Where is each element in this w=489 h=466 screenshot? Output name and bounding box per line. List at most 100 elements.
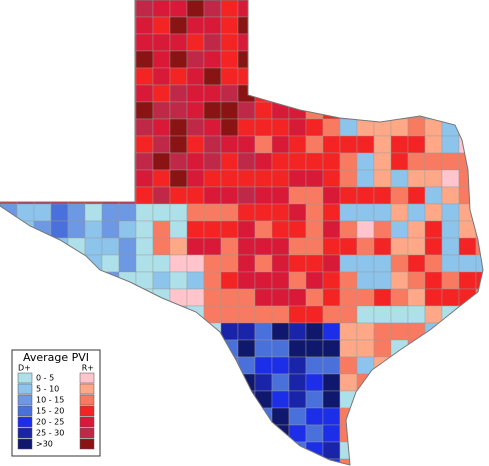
county: [101, 339, 120, 358]
county: [135, 424, 154, 443]
county: [135, 407, 154, 426]
county: [135, 118, 154, 137]
county: [237, 118, 256, 137]
county: [407, 458, 426, 465]
county: [475, 390, 483, 409]
county: [356, 458, 375, 465]
county: [305, 237, 324, 256]
county: [118, 305, 137, 324]
county: [322, 441, 341, 460]
county: [152, 458, 171, 465]
county: [271, 186, 290, 205]
county: [339, 373, 358, 392]
county: [390, 390, 409, 409]
county: [67, 135, 86, 154]
county: [135, 356, 154, 375]
county: [356, 407, 375, 426]
county: [101, 101, 120, 120]
county: [271, 50, 290, 69]
county: [220, 33, 239, 52]
county: [390, 407, 409, 426]
county: [458, 390, 477, 409]
county: [475, 101, 483, 120]
county: [424, 356, 443, 375]
county: [152, 203, 171, 222]
county: [84, 84, 103, 103]
county: [0, 322, 18, 341]
county: [475, 50, 483, 69]
county: [322, 203, 341, 222]
county: [441, 203, 460, 222]
county: [458, 118, 477, 137]
county: [50, 118, 69, 137]
county: [424, 390, 443, 409]
county: [84, 50, 103, 69]
county: [339, 271, 358, 290]
county: [458, 67, 477, 86]
county: [203, 152, 222, 171]
county: [322, 339, 341, 358]
county: [169, 407, 188, 426]
county: [475, 373, 483, 392]
county: [407, 322, 426, 341]
county: [390, 101, 409, 120]
county: [84, 33, 103, 52]
county: [373, 237, 392, 256]
county: [424, 424, 443, 443]
county: [237, 16, 256, 35]
county: [237, 458, 256, 465]
county: [373, 424, 392, 443]
county: [220, 50, 239, 69]
county: [458, 169, 477, 188]
county: [407, 441, 426, 460]
county: [203, 458, 222, 465]
county: [322, 67, 341, 86]
county: [424, 407, 443, 426]
legend-swatch-d: [17, 394, 33, 406]
county: [16, 237, 35, 256]
county: [33, 84, 52, 103]
legend-label: 15 - 20: [36, 407, 64, 416]
county: [135, 203, 154, 222]
county: [339, 101, 358, 120]
county: [152, 50, 171, 69]
county: [339, 16, 358, 35]
county: [135, 288, 154, 307]
county: [0, 135, 18, 154]
county: [356, 0, 375, 18]
county: [475, 322, 483, 341]
county: [16, 305, 35, 324]
county: [424, 458, 443, 465]
county: [271, 305, 290, 324]
county: [390, 118, 409, 137]
county: [67, 288, 86, 307]
county: [220, 0, 239, 18]
county: [373, 254, 392, 273]
county: [152, 84, 171, 103]
county: [254, 135, 273, 154]
county: [254, 407, 273, 426]
county: [135, 152, 154, 171]
county: [84, 67, 103, 86]
county: [356, 390, 375, 409]
county: [356, 322, 375, 341]
county: [186, 0, 205, 18]
county: [288, 339, 307, 358]
county: [322, 407, 341, 426]
county: [356, 16, 375, 35]
county: [458, 203, 477, 222]
county: [135, 169, 154, 188]
county: [203, 203, 222, 222]
legend-label: >30: [36, 440, 53, 449]
county: [169, 356, 188, 375]
county: [237, 271, 256, 290]
county: [16, 288, 35, 307]
county: [407, 186, 426, 205]
county: [118, 288, 137, 307]
county: [0, 458, 18, 465]
county: [373, 458, 392, 465]
county: [67, 118, 86, 137]
county: [152, 0, 171, 18]
county: [237, 50, 256, 69]
